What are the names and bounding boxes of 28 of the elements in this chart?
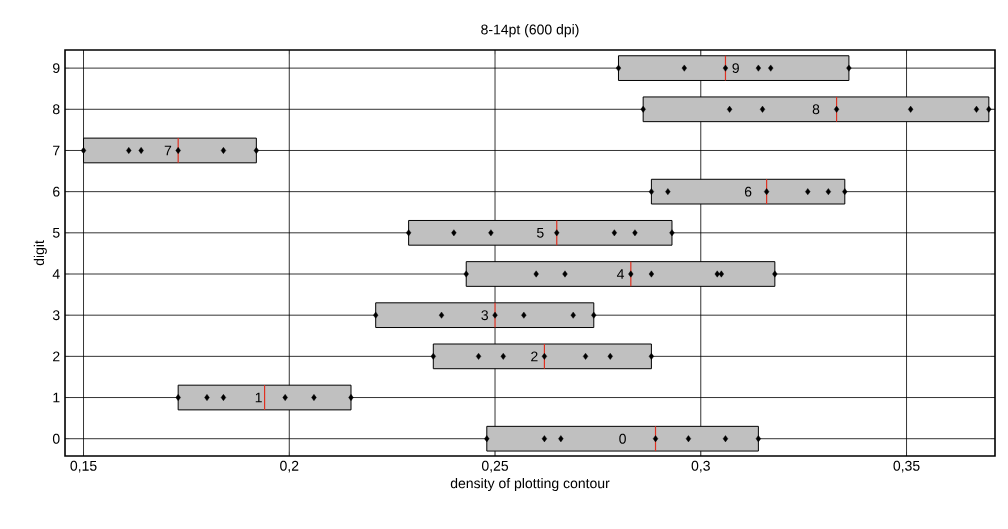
y-axis-title: digit	[33, 240, 47, 266]
x-tick-label: 0,2	[280, 460, 299, 473]
y-tick-label: 4	[52, 269, 60, 279]
category-label: 5	[536, 227, 544, 238]
y-tick-label: 6	[53, 186, 60, 197]
category-label: 6	[744, 186, 752, 197]
y-tick-label: 1	[53, 392, 60, 403]
x-tick-label: 0,35	[893, 460, 920, 473]
chart-title: 8-14pt (600 dpi)	[481, 24, 579, 38]
category-label: 8	[812, 104, 820, 115]
y-tick-label: 8	[52, 104, 60, 115]
category-label: 3	[481, 310, 489, 321]
y-tick-label: 7	[53, 145, 60, 156]
category-label: 7	[164, 145, 172, 156]
category-label: 9	[732, 63, 739, 74]
x-tick-label: 0,3	[691, 460, 710, 473]
category-label: 4	[616, 269, 625, 279]
y-tick-label: 0	[52, 433, 60, 444]
y-tick-label: 3	[52, 310, 60, 321]
category-label: 2	[531, 351, 538, 362]
y-tick-label: 2	[53, 351, 60, 362]
x-axis-title: density of plotting contour	[450, 477, 610, 492]
x-tick-label: 0,25	[481, 460, 509, 473]
x-tick-label: 0,15	[70, 460, 97, 473]
y-tick-label: 5	[52, 227, 60, 238]
category-label: 0	[619, 433, 626, 444]
category-label: 1	[255, 392, 262, 403]
y-tick-label: 9	[53, 63, 60, 74]
